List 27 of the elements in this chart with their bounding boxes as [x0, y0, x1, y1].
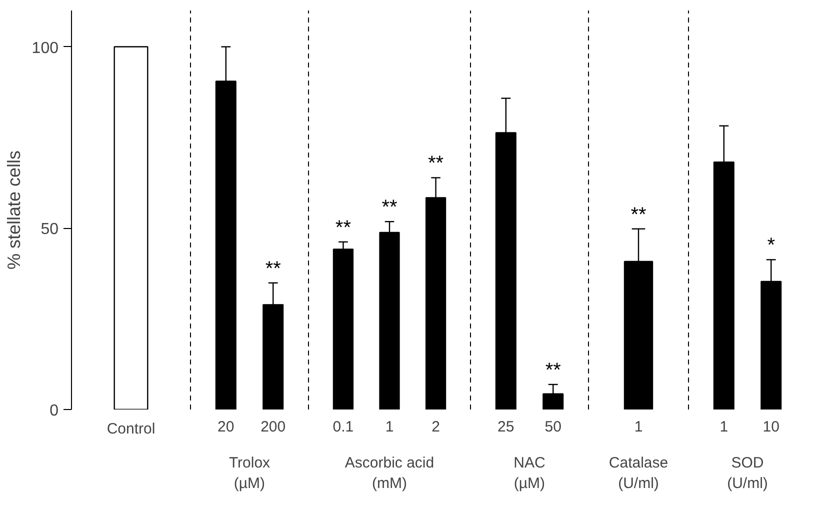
- x-tick-label: 1: [634, 418, 643, 436]
- y-tick-label: 100: [32, 40, 59, 57]
- x-axis-title: Trolox (µM): [228, 454, 271, 492]
- data-label: **: [428, 152, 444, 175]
- x-axis-title: Ascorbic acid (mM): [344, 454, 434, 492]
- x-tick-label: 20: [218, 418, 234, 436]
- x-tick-label: 2: [432, 418, 440, 436]
- y-tick-label: 50: [40, 221, 59, 238]
- x-axis-title: SOD (U/ml): [727, 454, 768, 492]
- x-axis-title: Catalase (U/ml): [608, 454, 668, 492]
- data-label: **: [630, 204, 646, 226]
- x-tick-label: 50: [544, 418, 562, 436]
- data-label: *: [767, 234, 776, 257]
- data-label: **: [382, 196, 398, 219]
- x-tick-label: 1: [720, 418, 728, 436]
- x-tick-label: 1: [385, 418, 394, 436]
- data-label: **: [335, 216, 352, 239]
- x-tick-label: Control: [106, 420, 156, 438]
- y-axis-title: % stellate cells: [4, 150, 24, 270]
- x-tick-label: 10: [762, 418, 780, 436]
- data-label: **: [545, 359, 562, 382]
- x-tick-label: 0.1: [332, 418, 354, 436]
- y-tick-label: 0: [50, 402, 59, 420]
- x-tick-label: 200: [260, 418, 286, 436]
- data-label: **: [265, 258, 282, 280]
- x-tick-label: 25: [498, 418, 514, 436]
- x-axis-title: NAC (µM): [514, 454, 546, 492]
